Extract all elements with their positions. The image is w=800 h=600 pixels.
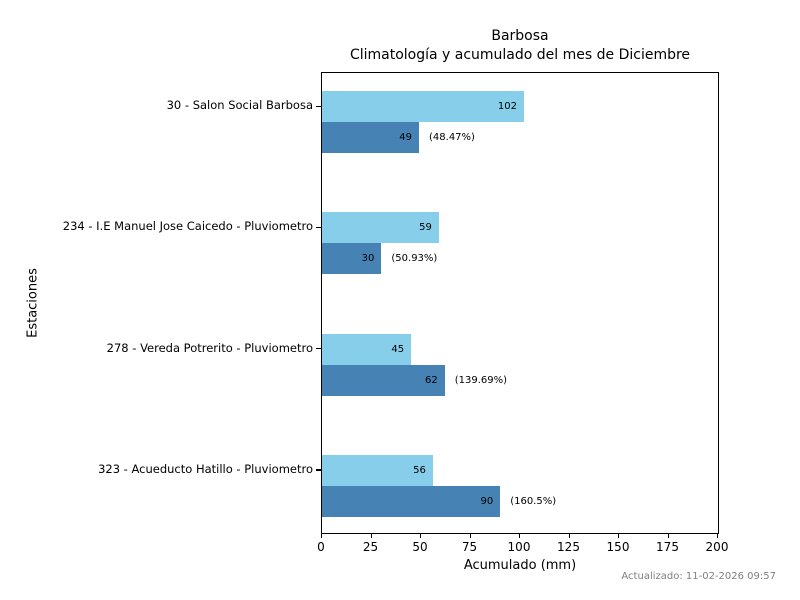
x-tick-mark [469, 534, 471, 538]
plot-area: 102 49 (48.47%) 59 30 (50.93%) 45 62 (139.69%) 56… [321, 72, 719, 534]
category-label: 30 - Salon Social Barbosa [166, 98, 313, 112]
x-tick-label: 25 [362, 540, 379, 554]
accumulated-bar-value: 49 [399, 132, 413, 143]
x-tick-mark [717, 534, 719, 538]
x-tick-label: 200 [705, 540, 729, 554]
x-tick-mark [370, 534, 372, 538]
category-label: 323 - Acueducto Hatillo - Pluviometro [98, 461, 313, 476]
x-tick-mark [618, 534, 620, 538]
chart-title-line1: Barbosa [491, 28, 549, 44]
x-tick-label: 125 [557, 540, 580, 554]
x-axis-label: Acumulado (mm) [463, 558, 577, 573]
y-tick-mark [316, 226, 321, 229]
accumulated-bar: 49 [322, 122, 420, 153]
percent-label: (50.93%) [391, 253, 438, 265]
category-label: 234 - I.E Manuel Jose Caicedo - Pluviome… [62, 219, 313, 234]
percent-label: (160.5%) [510, 495, 557, 507]
accumulated-bar-value: 62 [425, 374, 438, 386]
x-axis: 0 25 50 75 100 125 150 175 200 [317, 534, 728, 574]
x-tick-mark [420, 534, 422, 538]
x-tick-label: 175 [656, 540, 679, 554]
category-label: 278 - Vereda Potrerito - Pluviometro [106, 340, 313, 355]
climatology-bar: 56 [322, 454, 433, 486]
y-tick-mark [316, 348, 321, 350]
x-tick-label: 50 [412, 540, 428, 554]
climatology-bar-value: 45 [391, 343, 405, 355]
x-tick-label: 75 [461, 540, 478, 554]
accumulated-bar-value: 30 [361, 253, 375, 265]
percent-label: (48.47%) [429, 132, 475, 143]
climatology-bar-value: 56 [413, 464, 426, 476]
y-tick-mark [316, 105, 321, 107]
x-tick-mark [321, 534, 323, 538]
y-axis-label: Estaciones [25, 268, 41, 338]
x-tick-label: 0 [317, 540, 325, 554]
climatology-bar-value: 102 [497, 101, 517, 112]
accumulated-bar-value: 90 [480, 495, 494, 507]
accumulated-bar: 90 [322, 485, 501, 517]
percent-label: (139.69%) [454, 374, 508, 386]
chart-title-line2: Climatología y acumulado del mes de Dici… [349, 47, 691, 63]
accumulated-bar: 30 [322, 243, 382, 275]
x-tick-mark [568, 534, 570, 538]
updated-timestamp: Actualizado: 11-02-2026 09:57 [621, 571, 776, 582]
x-tick-mark [519, 534, 521, 538]
chart-title: Barbosa Climatología y acumulado del mes… [321, 27, 719, 65]
y-tick-mark [316, 469, 321, 471]
x-tick-label: 150 [606, 540, 630, 554]
accumulated-bar: 62 [322, 364, 445, 396]
climatology-bar: 102 [322, 91, 524, 122]
climatology-bar: 45 [322, 333, 412, 365]
x-tick-mark [667, 534, 669, 538]
x-tick-label: 100 [507, 540, 531, 554]
climatology-bar-value: 59 [419, 222, 432, 234]
climatology-bar: 59 [322, 212, 439, 244]
